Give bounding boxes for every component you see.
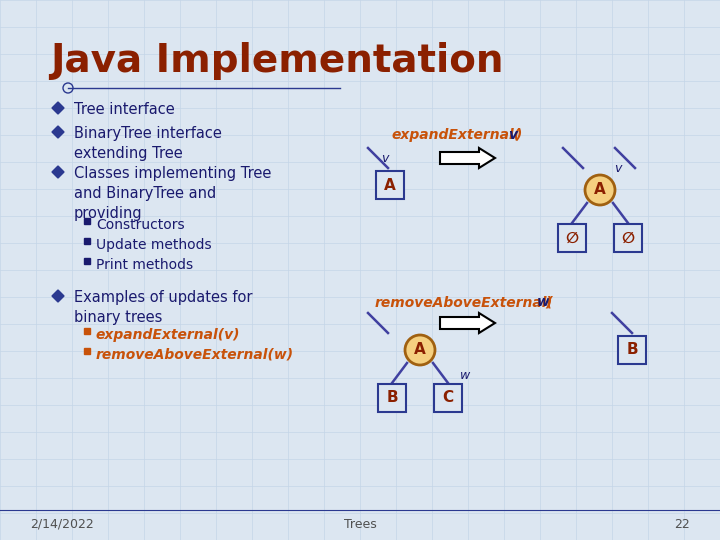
Circle shape: [585, 175, 615, 205]
Polygon shape: [52, 126, 64, 138]
Text: 22: 22: [674, 517, 690, 530]
FancyBboxPatch shape: [434, 384, 462, 412]
Text: Print methods: Print methods: [96, 258, 193, 272]
Text: w: w: [537, 295, 550, 309]
FancyBboxPatch shape: [558, 224, 586, 252]
FancyBboxPatch shape: [614, 224, 642, 252]
Text: w: w: [460, 369, 470, 382]
Circle shape: [405, 335, 435, 365]
Text: ∅: ∅: [565, 231, 578, 246]
Text: B: B: [626, 342, 638, 357]
Text: A: A: [594, 183, 606, 198]
Text: expandExternal(: expandExternal(: [392, 128, 521, 142]
Bar: [84, 258, 90, 264]
Text: expandExternal(v): expandExternal(v): [96, 328, 240, 342]
Text: removeAboveExternal(w): removeAboveExternal(w): [96, 348, 294, 362]
FancyBboxPatch shape: [378, 384, 406, 412]
Text: Constructors: Constructors: [96, 218, 184, 232]
Text: removeAboveExternal(: removeAboveExternal(: [375, 295, 554, 309]
Text: 2/14/2022: 2/14/2022: [30, 517, 94, 530]
Text: BinaryTree interface
extending Tree: BinaryTree interface extending Tree: [74, 126, 222, 161]
Polygon shape: [52, 102, 64, 114]
Bar: [84, 328, 90, 334]
Polygon shape: [52, 166, 64, 178]
Polygon shape: [52, 290, 64, 302]
Text: ): ): [545, 295, 552, 309]
Text: B: B: [386, 390, 398, 406]
Text: C: C: [442, 390, 454, 406]
Text: v: v: [508, 128, 517, 142]
FancyBboxPatch shape: [618, 336, 646, 364]
Text: Trees: Trees: [343, 517, 377, 530]
Bar: [84, 218, 90, 224]
Text: Tree interface: Tree interface: [74, 102, 175, 117]
FancyBboxPatch shape: [376, 171, 404, 199]
FancyArrow shape: [440, 313, 495, 333]
Text: Java Implementation: Java Implementation: [50, 42, 503, 80]
Text: A: A: [414, 342, 426, 357]
Text: Classes implementing Tree
and BinaryTree and
providing: Classes implementing Tree and BinaryTree…: [74, 166, 271, 221]
Text: v: v: [614, 162, 621, 175]
FancyArrow shape: [440, 148, 495, 168]
Text: Update methods: Update methods: [96, 238, 212, 252]
Text: A: A: [384, 178, 396, 192]
Bar: [84, 238, 90, 244]
Bar: [84, 348, 90, 354]
Text: Examples of updates for
binary trees: Examples of updates for binary trees: [74, 290, 253, 325]
Text: ): ): [515, 128, 521, 142]
Text: ∅: ∅: [621, 231, 634, 246]
Text: v: v: [381, 152, 388, 165]
